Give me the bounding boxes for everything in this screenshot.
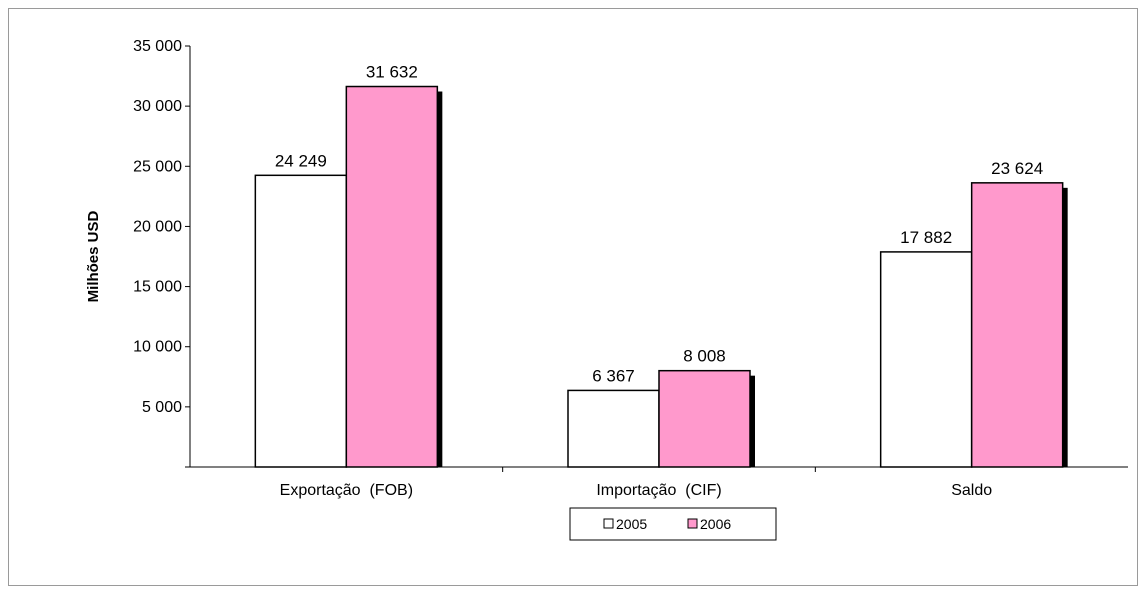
bar-value-label: 24 249 [275, 151, 327, 170]
legend-swatch-2006 [687, 518, 698, 529]
bar-2005 [254, 174, 348, 468]
bar-value-label: 6 367 [592, 366, 635, 385]
bar-value-label: 23 624 [991, 159, 1043, 178]
value-labels: 24 249 31 632 6 367 8 008 17 882 23 624 [275, 63, 1043, 386]
bar-2005 [879, 251, 973, 468]
y-tick-label: 30 000 [133, 98, 182, 115]
bar-value-label: 8 008 [683, 347, 726, 366]
y-ticks: 5 000 10 000 15 000 20 000 25 000 30 000 35 00… [133, 38, 190, 468]
legend-label-2005: 2005 [616, 516, 647, 532]
y-tick-label: 20 000 [133, 218, 182, 235]
bar-2006 [658, 369, 751, 468]
bar-value-label: 31 632 [366, 63, 418, 82]
y-tick-label: 25 000 [133, 158, 182, 175]
y-axis-title: Milhões USD [85, 210, 102, 302]
bar-2006 [970, 182, 1064, 468]
y-axis-title-group: Milhões USD [85, 210, 102, 302]
category-label: Exportação (FOB) [280, 482, 413, 499]
y-tick-label: 5 000 [142, 399, 182, 416]
y-tick-label: 15 000 [133, 279, 182, 296]
category-labels: Exportação (FOB) Importação (CIF) Saldo [280, 482, 993, 499]
legend-swatch-2005 [603, 518, 614, 529]
bars [254, 85, 1068, 468]
y-tick-label: 35 000 [133, 38, 182, 55]
category-label: Saldo [951, 482, 992, 499]
bar-2006 [345, 85, 439, 468]
bar-value-label: 17 882 [900, 228, 952, 247]
bar-2005 [567, 389, 660, 468]
legend-box [569, 507, 777, 541]
y-tick-label: 10 000 [133, 339, 182, 356]
legend-label-2006: 2006 [700, 516, 731, 532]
category-label: Importação (CIF) [596, 482, 721, 499]
legend: 2005 2006 [569, 507, 777, 541]
